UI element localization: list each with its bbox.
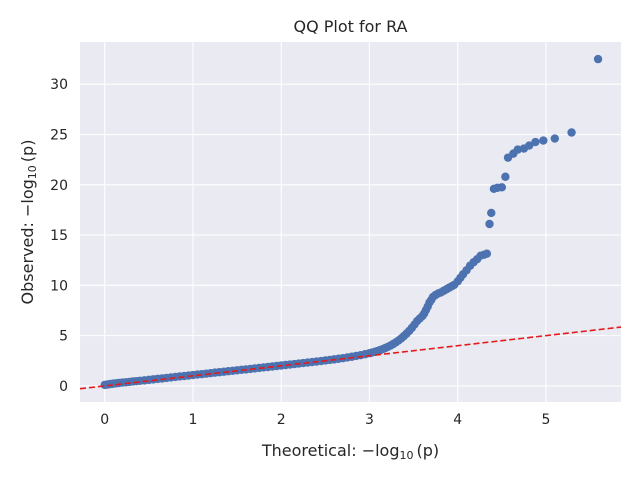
data-point <box>487 208 496 218</box>
y-tick-label: 10 <box>50 278 68 294</box>
x-tick-labels: 0 1 2 3 4 5 <box>100 412 550 428</box>
x-tick-label: 1 <box>189 412 198 428</box>
data-point <box>567 128 576 137</box>
grid-lines <box>80 42 621 402</box>
plot-area-background <box>80 42 621 402</box>
y-tick-label: 25 <box>50 128 68 144</box>
y-tick-label: 5 <box>59 329 68 345</box>
y-tick-label: 15 <box>50 228 68 244</box>
y-tick-label: 0 <box>59 379 68 395</box>
data-point <box>593 54 603 64</box>
x-tick-label: 3 <box>365 412 374 428</box>
y-axis-label: Observed: −log10(p) <box>18 140 39 305</box>
y-tick-labels: 0 5 10 15 20 25 30 <box>50 77 68 395</box>
chart-title: QQ Plot for RA <box>293 17 407 36</box>
data-point <box>525 141 534 150</box>
data-point <box>539 136 548 145</box>
data-point <box>531 137 540 147</box>
y-tick-label: 30 <box>50 77 68 93</box>
data-point <box>485 219 494 229</box>
x-axis-label: Theoretical: −log10 (p) <box>261 441 439 462</box>
reference-line <box>79 326 622 390</box>
y-tick-label: 20 <box>50 178 68 194</box>
data-point <box>482 249 492 258</box>
x-tick-label: 2 <box>277 412 286 428</box>
data-point <box>513 145 522 154</box>
x-tick-label: 4 <box>453 412 462 428</box>
data-point <box>497 183 507 192</box>
x-tick-label: 0 <box>100 412 109 428</box>
data-point <box>550 134 560 143</box>
x-tick-label: 5 <box>542 412 551 428</box>
data-point <box>501 172 510 181</box>
